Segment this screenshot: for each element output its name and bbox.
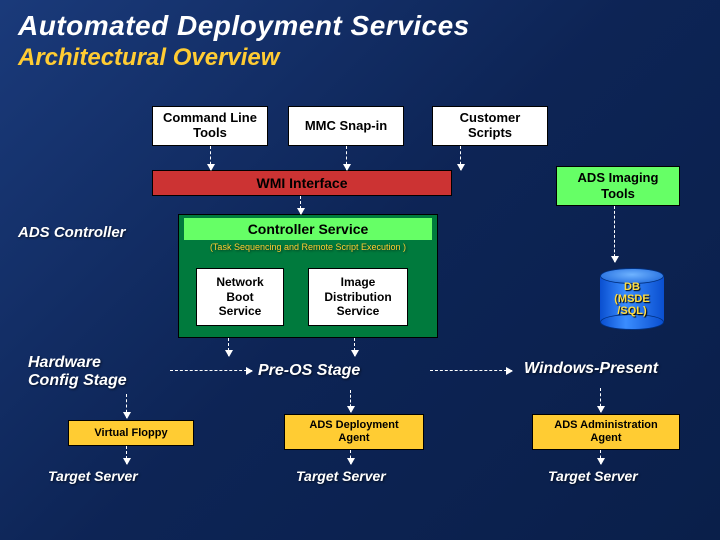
arrow-agent-target-0 <box>126 446 127 464</box>
arrow-top-wmi-1 <box>346 146 347 170</box>
arrow-stage-agent-1 <box>350 390 351 412</box>
arrow-stage-agent-0 <box>126 394 127 418</box>
arrow-wmi-ctrl-0 <box>300 196 301 214</box>
arrow-top-wmi-2 <box>460 146 461 170</box>
arrow-img-db-0 <box>614 206 615 262</box>
arrow-stage-h-0 <box>170 370 252 371</box>
service-box-0: Network Boot Service <box>196 268 284 326</box>
agent-box-1: ADS Deployment Agent <box>284 414 424 450</box>
target-server-label-0: Target Server <box>48 468 138 484</box>
arrow-top-wmi-0 <box>210 146 211 170</box>
ads-controller-label: ADS Controller <box>18 224 126 241</box>
agent-box-0: Virtual Floppy <box>68 420 194 446</box>
service-box-1: Image Distribution Service <box>308 268 408 326</box>
agent-box-2: ADS Administration Agent <box>532 414 680 450</box>
target-server-label-1: Target Server <box>296 468 386 484</box>
stage-label-1: Pre-OS Stage <box>258 362 360 380</box>
slide-subtitle: Architectural Overview <box>0 42 720 86</box>
arrow-stage-agent-2 <box>600 388 601 412</box>
db-cylinder: DB(MSDE/SQL) <box>600 268 664 330</box>
arrow-ctrl-stage-1 <box>354 338 355 356</box>
controller-header: Controller Service <box>184 218 432 240</box>
top-box-2: Customer Scripts <box>432 106 548 146</box>
arrow-agent-target-1 <box>350 450 351 464</box>
slide-title: Automated Deployment Services <box>0 0 720 42</box>
arrow-stage-h-1 <box>430 370 512 371</box>
arrow-ctrl-stage-0 <box>228 338 229 356</box>
top-box-0: Command Line Tools <box>152 106 268 146</box>
controller-subtext: (Task Sequencing and Remote Script Execu… <box>184 242 432 252</box>
arrow-agent-target-2 <box>600 450 601 464</box>
stage-label-2: Windows-Present <box>524 360 658 378</box>
top-box-1: MMC Snap-in <box>288 106 404 146</box>
imaging-tools-box: ADS Imaging Tools <box>556 166 680 206</box>
stage-label-0: Hardware Config Stage <box>28 354 127 391</box>
wmi-interface-box: WMI Interface <box>152 170 452 196</box>
target-server-label-2: Target Server <box>548 468 638 484</box>
